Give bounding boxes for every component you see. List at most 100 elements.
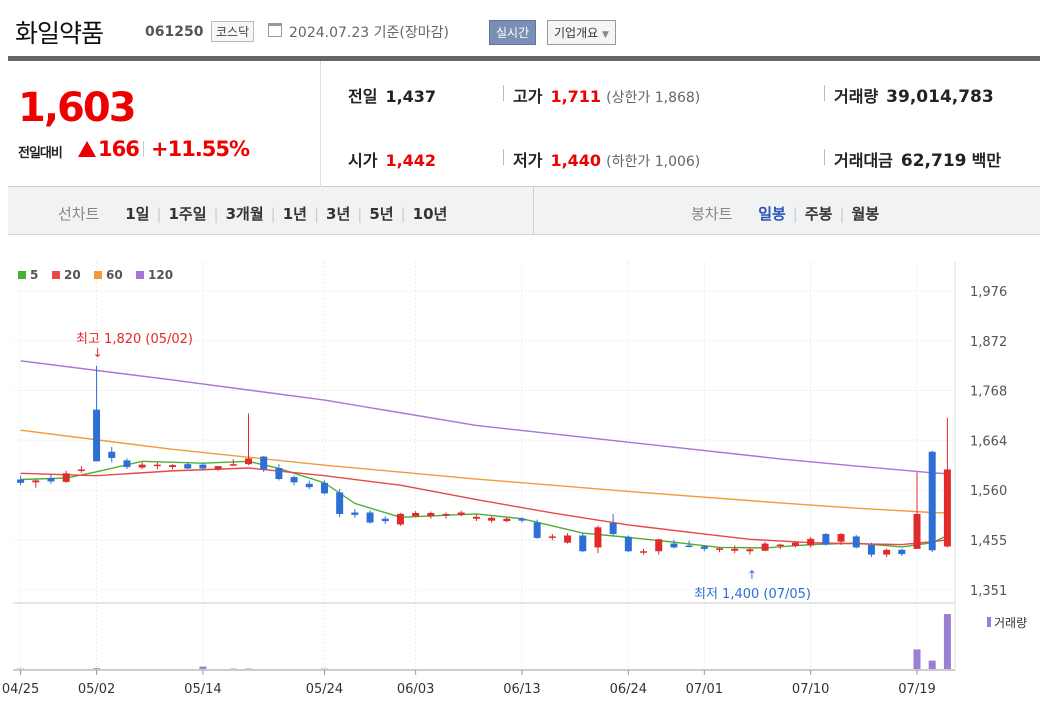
up-arrow-icon: ↑ (747, 568, 757, 582)
candle-body (716, 548, 723, 550)
candle-period-tab[interactable]: 주봉 (804, 205, 833, 223)
legend-label: 20 (64, 268, 81, 282)
ma-60-line (20, 429, 948, 514)
legend-label: 5 (30, 268, 38, 282)
candle-body (624, 536, 632, 552)
candle-body (746, 549, 754, 552)
candle-body (336, 492, 344, 514)
x-tick-label: 07/01 (686, 682, 723, 697)
candle-chart-tabs: 봉차트 일봉 | 주봉 | 월봉 (691, 203, 886, 224)
amount-value: 62,719 (900, 151, 967, 171)
change-percent: +11.55% (151, 137, 250, 161)
candle-body (822, 534, 830, 545)
candle-body (199, 464, 207, 469)
tab-separator: | (156, 205, 162, 223)
volume-legend-swatch (987, 617, 991, 627)
candle-body (518, 518, 526, 521)
calendar-icon (268, 23, 282, 37)
candle-body (928, 451, 936, 551)
y-tick-label: 1,560 (970, 484, 1007, 499)
y-tick-label: 1,768 (970, 385, 1007, 400)
x-tick-label: 06/03 (397, 682, 434, 697)
tab-separator: | (357, 205, 363, 223)
company-overview-label: 기업개요 (554, 26, 599, 40)
separator (824, 85, 825, 101)
candle-body (457, 512, 465, 515)
line-period-tab[interactable]: 1주일 (168, 205, 207, 223)
y-tick-label: 1,664 (970, 434, 1007, 449)
candle-body (807, 538, 815, 546)
volume-label: 거래량 (834, 87, 879, 106)
candle-body (442, 513, 450, 516)
x-tick-label: 05/24 (306, 682, 343, 697)
prev-close-value: 1,437 (385, 87, 437, 106)
candle-body (290, 477, 298, 483)
candle-period-tab[interactable]: 일봉 (758, 205, 786, 223)
line-chart-tabs: 선차트 1일 | 1주일 | 3개월 | 1년 | 3년 | 5년 | 10년 (58, 203, 454, 224)
chart-tab-bar: 선차트 1일 | 1주일 | 3개월 | 1년 | 3년 | 5년 | 10년 봉차트 일봉 | 주봉 | 월봉 (8, 187, 1040, 235)
candle-body (791, 542, 799, 546)
ma-120-line (20, 360, 948, 475)
high-price: 고가 1,711 (상한가 1,868) (513, 83, 700, 107)
legend-swatch (52, 271, 60, 279)
legend-swatch (18, 271, 26, 279)
candle-body (93, 409, 101, 462)
high-annotation: 최고 1,820 (05/02) (76, 332, 193, 347)
trade-amount: 거래대금 62,719 백만 (834, 147, 1001, 171)
tab-separator: | (400, 205, 406, 223)
company-overview-dropdown[interactable]: 기업개요 ▼ (547, 20, 616, 45)
candle-body (169, 465, 177, 468)
x-tick-label: 05/02 (78, 682, 115, 697)
x-tick-label: 06/13 (503, 682, 540, 697)
candle-body (548, 536, 556, 538)
candle-body (351, 512, 359, 515)
candle-body (564, 535, 572, 543)
candle-period-tab[interactable]: 월봉 (851, 205, 880, 223)
line-period-tab[interactable]: 3개월 (225, 205, 264, 223)
stock-header: 화일약품 061250 코스닥 2024.07.23 기준(장마감) 실시간 기… (0, 0, 1040, 58)
candle-body (700, 546, 708, 549)
candle-body (245, 458, 252, 465)
candle-body (108, 451, 116, 458)
line-period-tab[interactable]: 1일 (125, 205, 150, 223)
volume-bar (928, 660, 936, 669)
candle-body (214, 466, 222, 470)
down-arrow-icon: ↓ (93, 346, 103, 360)
quote-panel: 1,603 전일대비 166 +11.55% 전일 1,437 시가 1,442 고… (8, 61, 1040, 187)
quote-date: 2024.07.23 기준(장마감) (289, 25, 449, 41)
line-period-tab[interactable]: 1년 (282, 205, 307, 223)
candle-body (685, 545, 693, 548)
volume-bar (943, 614, 951, 669)
change-divider (143, 141, 144, 157)
line-period-tab[interactable]: 10년 (412, 205, 448, 223)
line-period-tab[interactable]: 5년 (369, 205, 394, 223)
x-tick-label: 05/14 (184, 682, 221, 697)
candle-body (229, 464, 237, 466)
market-badge: 코스닥 (211, 21, 255, 42)
x-tick-label: 06/24 (610, 682, 647, 697)
candle-body (184, 464, 192, 469)
amount-label: 거래대금 (834, 151, 893, 170)
tab-separator: | (313, 205, 320, 223)
amount-unit: 백만 (971, 151, 1002, 170)
candle-body (640, 551, 648, 553)
line-period-tab[interactable]: 3년 (326, 205, 351, 223)
current-price-area: 1,603 전일대비 166 +11.55% (8, 61, 321, 187)
low-annotation: 최저 1,400 (07/05) (694, 587, 811, 602)
tab-divider (533, 187, 534, 235)
candle-body (305, 483, 313, 488)
realtime-button[interactable]: 실시간 (489, 20, 537, 45)
legend-label: 60 (106, 268, 123, 282)
separator (824, 149, 825, 165)
upper-limit: (상한가 1,868) (606, 90, 701, 106)
y-tick-label: 1,455 (970, 534, 1007, 549)
candle-body (472, 516, 480, 519)
candle-body (533, 522, 541, 538)
low-value: 1,440 (550, 151, 602, 170)
stock-name: 화일약품 (15, 19, 104, 48)
candle-body (670, 543, 678, 548)
candle-body (366, 512, 374, 523)
header-divider (8, 56, 1040, 61)
volume-bar (93, 668, 101, 669)
candle-body (138, 464, 146, 468)
